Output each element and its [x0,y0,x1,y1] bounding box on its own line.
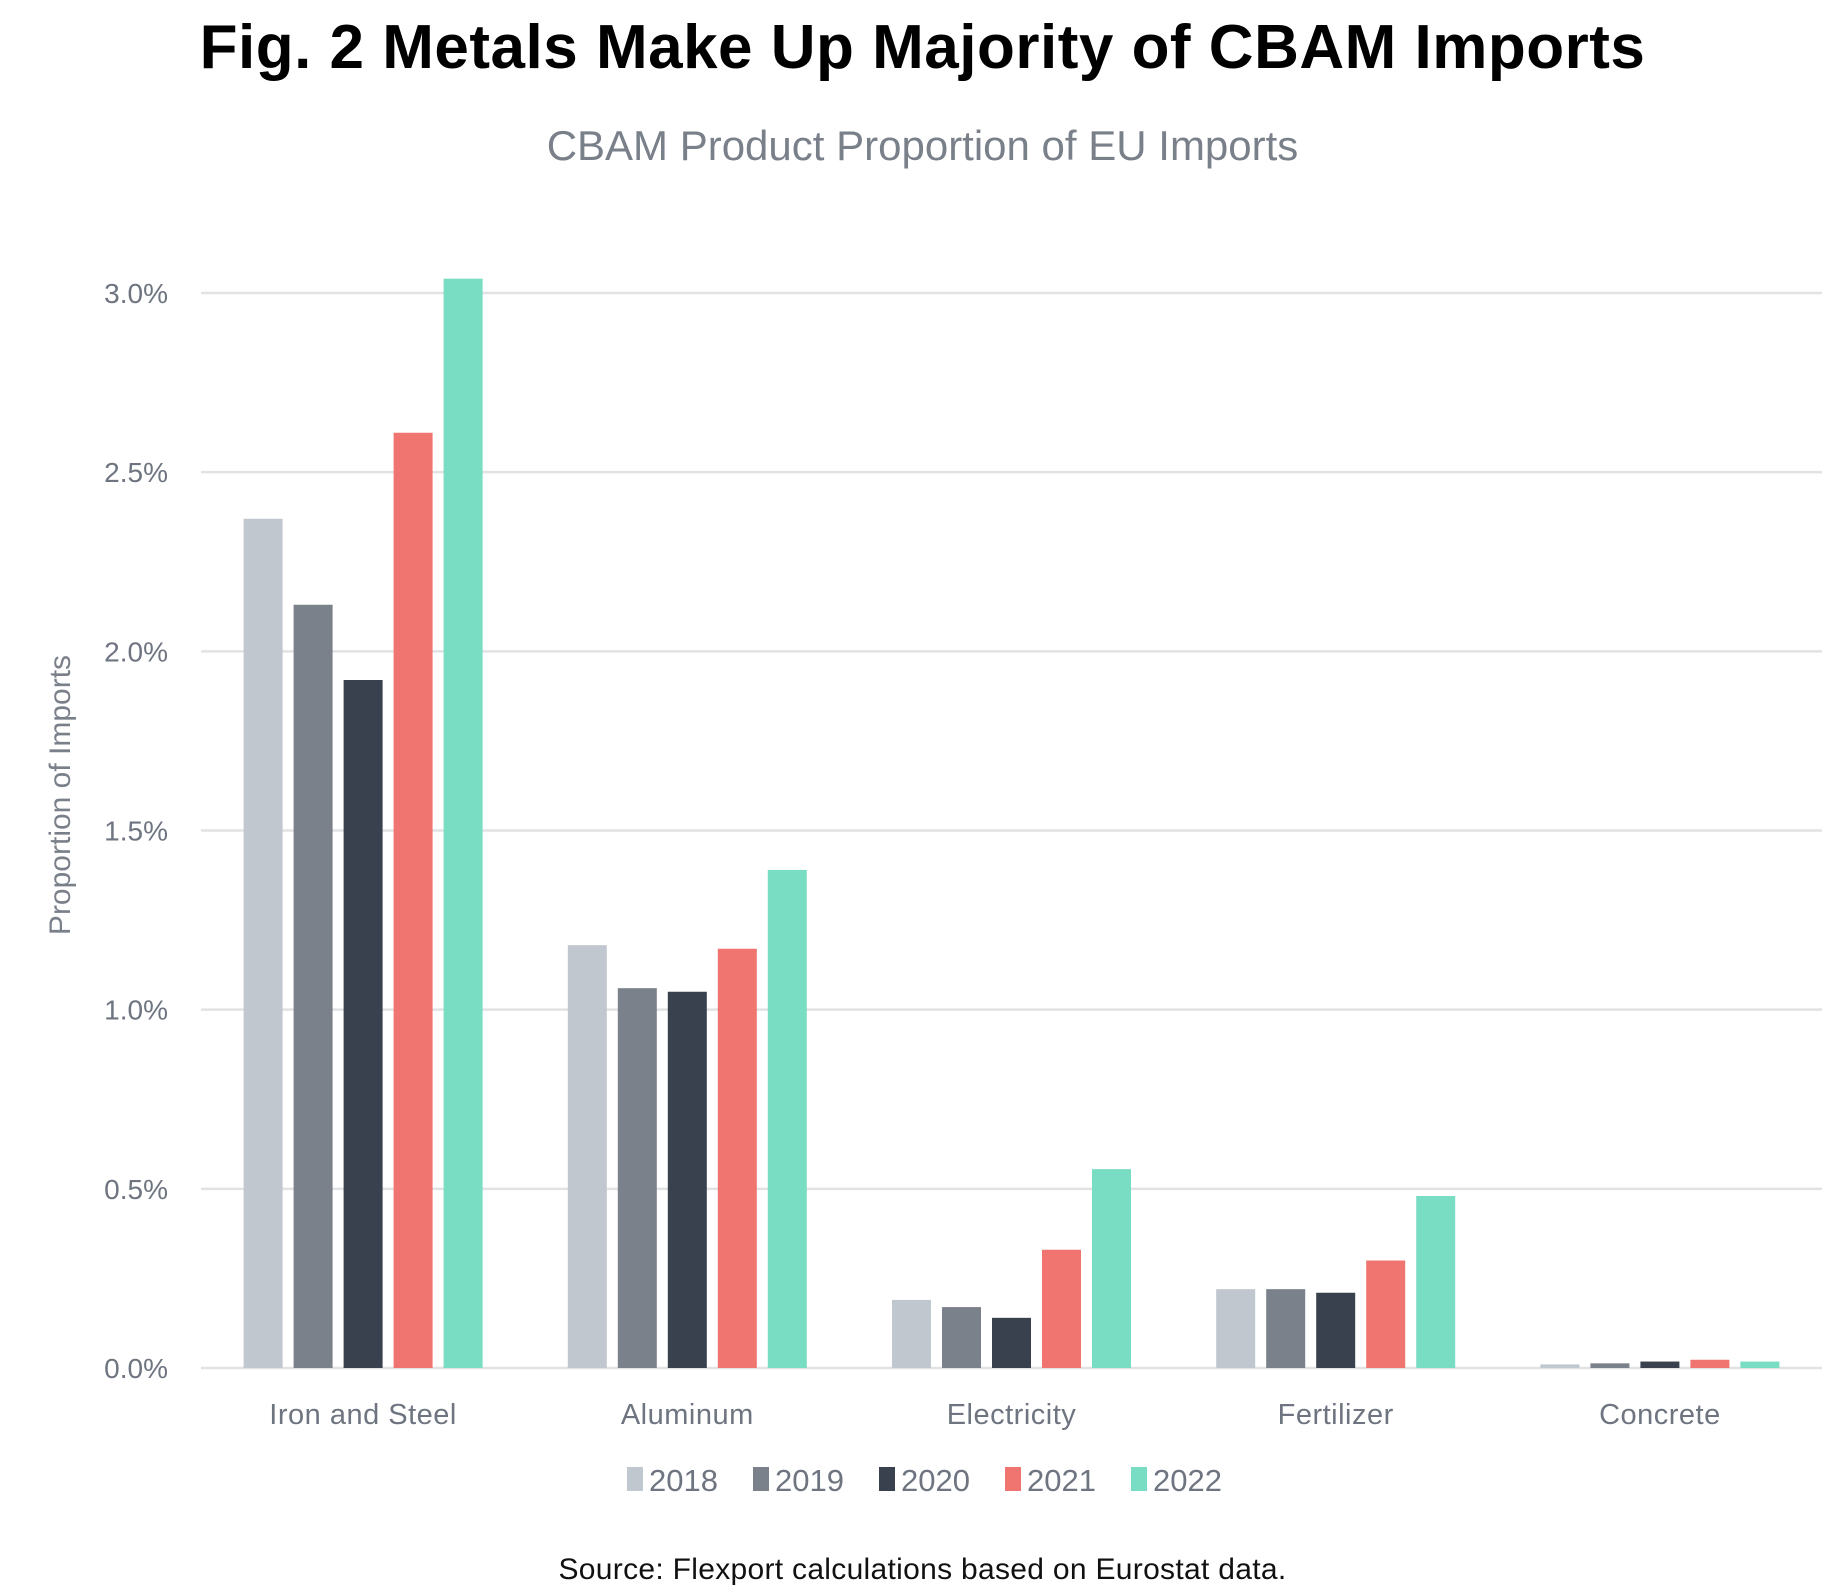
legend-swatch-2019 [753,1467,769,1491]
bar-iron-and-steel-2019 [293,604,333,1368]
chart-title: Fig. 2 Metals Make Up Majority of CBAM I… [199,13,1646,82]
bar-aluminum-2020 [667,991,707,1368]
bar-iron-and-steel-2020 [343,680,383,1368]
bar-fertilizer-2019 [1266,1289,1306,1368]
source-note: Source: Flexport calculations based on E… [558,1553,1287,1586]
legend-swatch-2022 [1131,1467,1147,1491]
bar-concrete-2018 [1540,1364,1580,1368]
y-tick-label: 0.5% [104,1174,168,1205]
bar-concrete-2021 [1690,1359,1730,1368]
bar-electricity-2022 [1092,1169,1131,1368]
legend-label: 2021 [1027,1463,1096,1498]
x-category-label: Fertilizer [1278,1399,1394,1431]
bar-fertilizer-2018 [1216,1289,1256,1368]
legend-swatch-2020 [879,1467,895,1491]
legend-label: 2019 [775,1463,844,1498]
y-tick-label: 2.0% [104,636,168,667]
legend-label: 2020 [901,1463,970,1498]
y-axis-ticks: 0.0% 0.5% 1.0% 1.5% 2.0% 2.5% 3.0% [104,278,168,1384]
bar-fertilizer-2020 [1316,1292,1356,1368]
y-tick-label: 0.0% [104,1353,168,1384]
legend-swatch-2018 [627,1467,643,1491]
bar-iron-and-steel-2021 [393,432,433,1368]
bar-fertilizer-2022 [1416,1196,1456,1368]
bar-electricity-2018 [892,1299,931,1368]
x-category-label: Electricity [947,1399,1077,1431]
bar-aluminum-2019 [617,988,657,1368]
x-axis-categories: Iron and Steel Aluminum Electricity Fertili… [269,1399,1720,1431]
bar-electricity-2021 [1042,1249,1081,1368]
bar-iron-and-steel-2022 [443,278,483,1369]
bars [243,278,1780,1369]
x-category-label: Iron and Steel [269,1399,457,1431]
bar-concrete-2020 [1640,1361,1680,1368]
y-tick-label: 1.0% [104,995,168,1026]
y-tick-label: 3.0% [104,278,168,309]
y-axis-title: Proportion of Imports [44,655,77,935]
bar-electricity-2020 [992,1317,1031,1368]
y-tick-label: 2.5% [104,457,168,488]
legend-swatch-2021 [1005,1467,1021,1491]
legend-label: 2022 [1153,1463,1222,1498]
bar-iron-and-steel-2018 [243,518,283,1368]
bar-fertilizer-2021 [1366,1260,1406,1368]
x-category-label: Concrete [1599,1399,1721,1431]
legend-label: 2018 [649,1463,718,1498]
bar-concrete-2019 [1590,1363,1630,1368]
bar-concrete-2022 [1740,1361,1780,1368]
chart-subtitle: CBAM Product Proportion of EU Imports [546,122,1299,169]
bar-aluminum-2022 [767,869,807,1368]
legend: 2018 2019 2020 2021 2022 [627,1463,1222,1498]
bar-electricity-2019 [942,1307,981,1368]
bar-aluminum-2021 [717,948,757,1368]
y-tick-label: 1.5% [104,816,168,847]
x-category-label: Aluminum [621,1399,754,1431]
bar-aluminum-2018 [567,945,607,1368]
